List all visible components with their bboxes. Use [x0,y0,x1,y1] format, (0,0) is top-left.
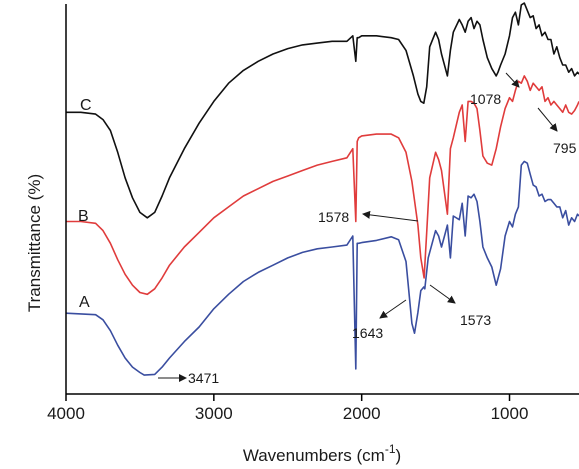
x-axis-title-main: Wavenumbers (cm [243,446,385,465]
annotation-1643: 1643 [352,299,407,341]
annotation-1643-arrow [379,299,407,319]
annotation-1573: 1573 [429,284,491,328]
x-ticks: 4000 3000 2000 1000 [47,394,528,423]
x-tick-label-3000: 3000 [195,404,233,423]
annotation-3471: 3471 [158,370,219,386]
annotation-1643-label: 1643 [352,325,383,341]
annotation-1578: 1578 [318,209,419,225]
y-axis-title: Transmittance (%) [25,174,44,312]
series-layer [65,2,579,376]
x-axis-title-superscript: -1 [385,442,396,456]
x-tick-label-4000: 4000 [47,404,85,423]
annotation-3471-label: 3471 [188,370,219,386]
x-tick-label-2000: 2000 [343,404,381,423]
x-axis-title-close: ) [396,446,402,465]
annotation-1578-arrow [362,210,419,222]
annotation-1573-arrow [429,284,456,304]
annotation-795-label: 795 [553,140,577,156]
x-axis-title: Wavenumbers (cm-1) [243,442,401,465]
series-line-b [66,75,579,296]
annotation-795: 795 [537,107,577,156]
annotation-1578-label: 1578 [318,209,349,225]
annotation-795-arrow [537,107,558,132]
series-label-c: C [80,97,92,114]
series-line-a [65,160,579,376]
x-tick-label-1000: 1000 [491,404,529,423]
annotation-1078-label: 1078 [470,91,501,107]
annotation-1078-arrow [505,72,520,88]
series-label-a: A [79,294,90,311]
series-line-c [66,2,579,219]
annotation-1573-label: 1573 [460,312,491,328]
annotation-1078: 1078 [470,72,520,107]
series-label-b: B [78,208,89,225]
